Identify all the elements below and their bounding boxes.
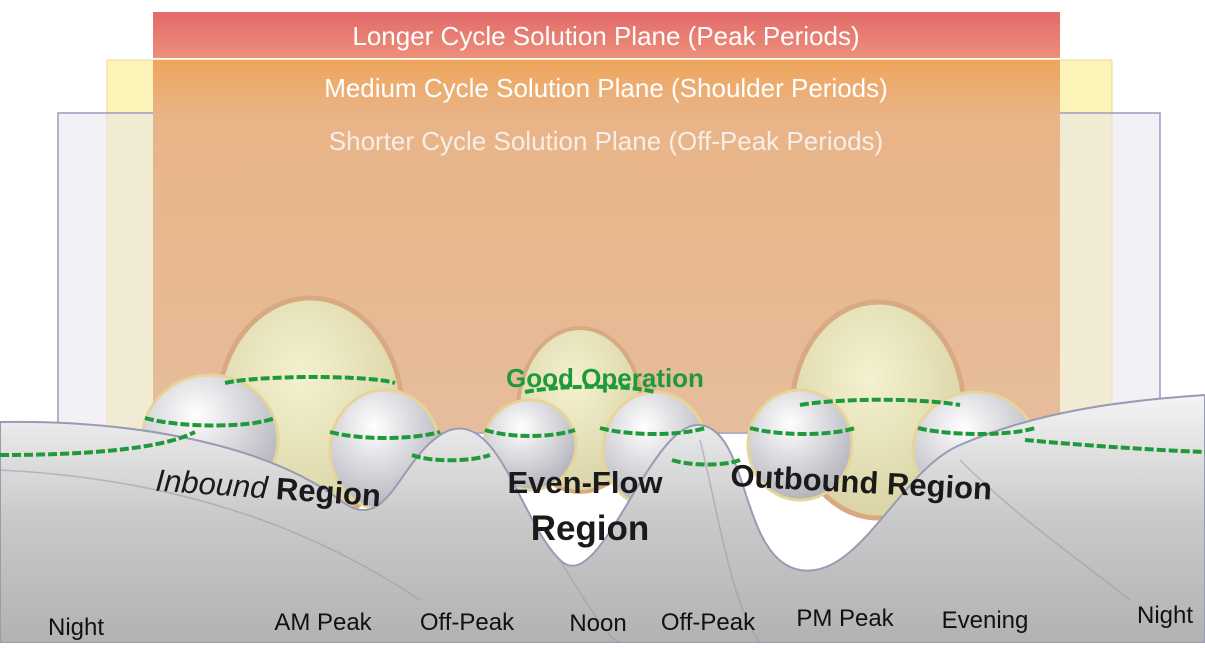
time-label: AM Peak <box>274 609 372 636</box>
good-contour <box>144 416 276 428</box>
good-contour <box>1024 438 1205 454</box>
time-label: Off-Peak <box>661 609 756 636</box>
region-label: Even-Flow <box>507 465 663 500</box>
ground-contour <box>0 439 1131 644</box>
good-contour <box>484 428 576 438</box>
time-label: PM Peak <box>796 605 894 632</box>
good-contour <box>599 426 706 436</box>
good-contour <box>917 426 1036 436</box>
region-tail: Region <box>275 471 382 513</box>
time-label: Night <box>1137 602 1193 629</box>
region-tail: Region <box>886 466 993 506</box>
time-label: Off-Peak <box>420 609 515 636</box>
good-contour <box>224 375 396 385</box>
good-contour <box>329 430 441 440</box>
good-contour <box>411 453 491 463</box>
time-label: Night <box>48 614 104 641</box>
good-contour <box>671 458 741 467</box>
region-label: Region <box>531 509 650 548</box>
region-lead: Inbound <box>154 463 270 506</box>
time-label: Noon <box>569 610 626 637</box>
dome <box>746 388 854 502</box>
good-contour <box>749 426 856 436</box>
ground <box>0 393 1205 644</box>
plane-label: Shorter Cycle Solution Plane (Off-Peak P… <box>329 126 883 156</box>
longer-plane <box>153 12 1060 58</box>
plane-label: Longer Cycle Solution Plane (Peak Period… <box>352 21 859 51</box>
plane-label: Medium Cycle Solution Plane (Shoulder Pe… <box>324 73 888 103</box>
annotation: Good Operation <box>506 363 704 393</box>
region-lead: Outbound <box>730 458 880 501</box>
good-contour <box>0 430 196 457</box>
good-contour <box>524 384 656 394</box>
good-contour <box>799 397 961 407</box>
region-label: Outbound Region <box>730 458 993 507</box>
region-label: Inbound Region <box>154 463 382 514</box>
time-label: Evening <box>942 607 1029 634</box>
